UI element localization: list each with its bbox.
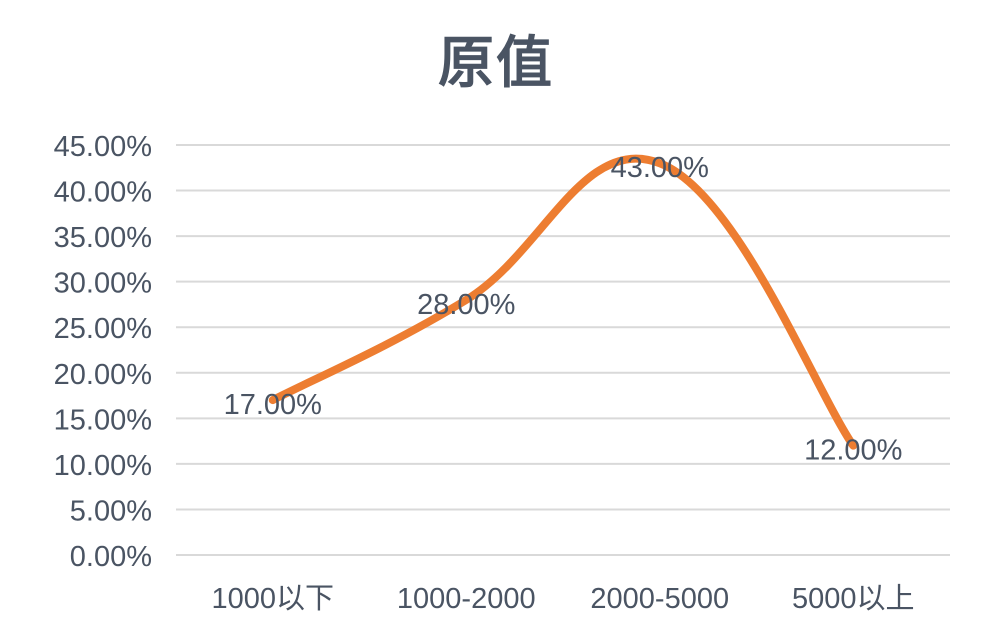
data-label: 17.00% xyxy=(224,389,322,421)
x-tick-label: 5000以上 xyxy=(792,583,915,615)
y-axis-tick-labels: 0.00% 5.00% 10.00% 15.00% 20.00% 25.00% 30.00%… xyxy=(54,131,152,573)
x-tick-label: 2000-5000 xyxy=(590,583,729,615)
x-axis-tick-labels: 1000以下 1000-2000 2000-5000 5000以上 xyxy=(211,583,914,615)
y-tick-label: 35.00% xyxy=(54,222,152,254)
y-tick-label: 45.00% xyxy=(54,131,152,163)
x-tick-label: 1000-2000 xyxy=(397,583,536,615)
series-line xyxy=(268,154,858,450)
series-lines xyxy=(268,154,858,450)
y-tick-label: 5.00% xyxy=(70,495,152,527)
y-tick-label: 0.00% xyxy=(70,541,152,573)
x-tick-label: 1000以下 xyxy=(211,583,334,615)
y-tick-label: 40.00% xyxy=(54,177,152,209)
gridlines xyxy=(176,144,950,556)
data-label: 43.00% xyxy=(611,152,709,184)
chart-title: 原值 xyxy=(438,31,554,96)
y-tick-label: 20.00% xyxy=(54,359,152,391)
y-tick-label: 30.00% xyxy=(54,268,152,300)
data-points xyxy=(272,163,854,446)
data-label: 12.00% xyxy=(804,435,902,467)
data-label: 28.00% xyxy=(417,289,515,321)
data-labels: 17.00% 28.00% 43.00% 12.00% xyxy=(224,152,903,466)
y-tick-label: 10.00% xyxy=(54,450,152,482)
y-tick-label: 15.00% xyxy=(54,404,152,436)
y-tick-label: 25.00% xyxy=(54,313,152,345)
